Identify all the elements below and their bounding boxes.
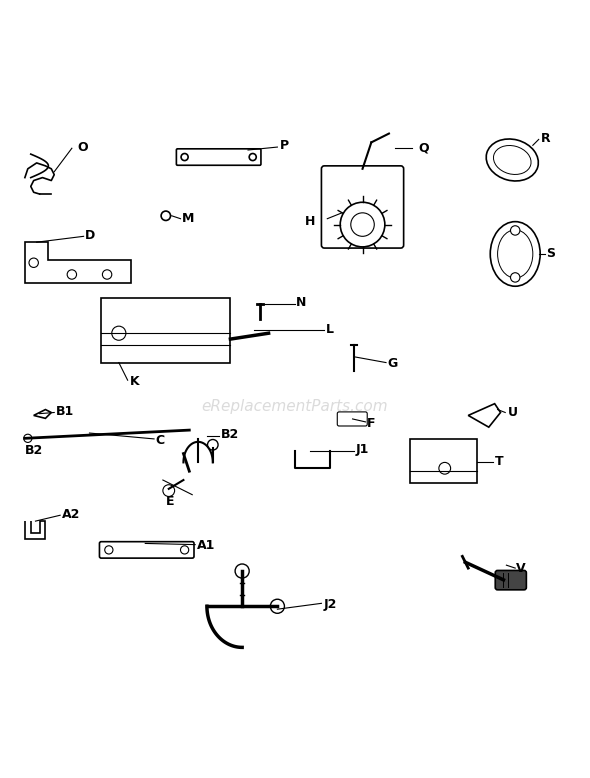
FancyBboxPatch shape [495,570,526,590]
Circle shape [181,546,189,554]
Text: R: R [540,131,550,145]
FancyBboxPatch shape [409,439,477,483]
Circle shape [510,226,520,235]
Circle shape [112,326,126,340]
Text: P: P [280,139,290,152]
Ellipse shape [497,230,533,278]
Text: J1: J1 [356,443,369,456]
Text: eReplacementParts.com: eReplacementParts.com [202,399,388,414]
Circle shape [235,564,249,578]
Text: A1: A1 [197,539,215,552]
Text: B1: B1 [55,405,74,418]
Text: S: S [546,247,555,261]
Text: J2: J2 [323,598,336,611]
Circle shape [510,273,520,282]
Circle shape [340,202,385,247]
Ellipse shape [490,222,540,286]
Circle shape [24,434,32,443]
Circle shape [67,270,77,279]
Text: D: D [85,229,95,242]
Circle shape [249,153,256,160]
Text: B2: B2 [221,429,239,441]
Ellipse shape [486,139,538,181]
Circle shape [181,153,188,160]
Text: A2: A2 [62,507,80,520]
Ellipse shape [493,145,531,174]
Circle shape [161,211,171,220]
Text: H: H [305,216,316,228]
Polygon shape [34,409,51,419]
Circle shape [351,213,374,237]
Polygon shape [468,404,500,427]
Circle shape [208,440,218,450]
FancyBboxPatch shape [176,149,261,165]
Text: B2: B2 [25,444,43,457]
Circle shape [29,258,38,268]
FancyBboxPatch shape [101,298,231,363]
Text: C: C [155,433,165,447]
FancyBboxPatch shape [322,166,404,248]
Circle shape [270,599,284,613]
Text: U: U [507,406,517,419]
Polygon shape [25,242,130,283]
Text: Q: Q [418,142,429,155]
Text: V: V [516,562,526,575]
Text: F: F [367,416,376,429]
Text: O: O [78,141,88,153]
Text: N: N [296,296,307,309]
Circle shape [439,462,451,474]
Polygon shape [25,521,45,538]
Text: K: K [129,375,139,388]
FancyBboxPatch shape [337,412,367,426]
Text: E: E [166,496,174,508]
FancyBboxPatch shape [100,541,194,558]
Text: L: L [326,323,333,335]
Text: G: G [388,357,398,370]
Circle shape [105,546,113,554]
Text: M: M [182,212,194,225]
Text: T: T [494,454,503,468]
Circle shape [103,270,112,279]
Circle shape [163,485,175,496]
